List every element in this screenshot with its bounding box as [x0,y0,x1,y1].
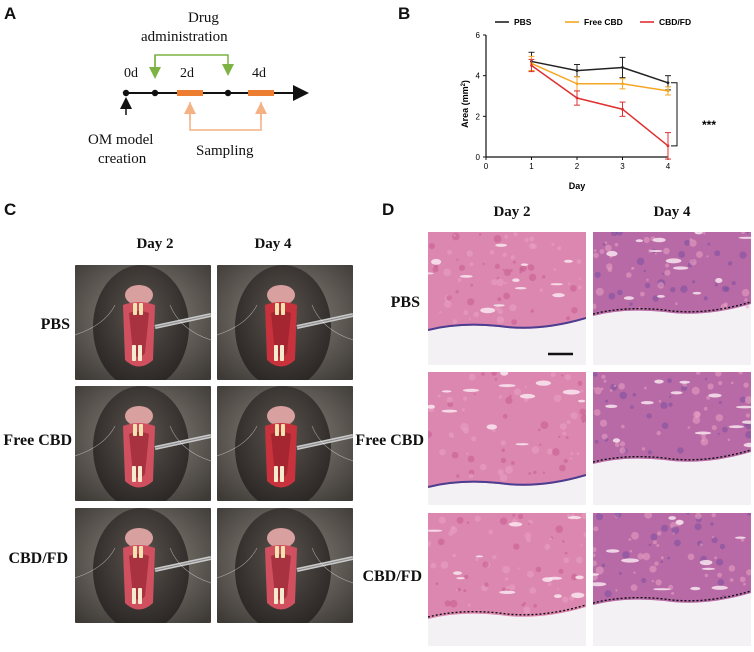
drug-label-line1: Drug [188,10,219,26]
panel-letter-c: C [4,200,17,219]
c-col-label-day4: Day 4 [254,236,292,252]
series-line-0 [531,60,669,84]
photo-row1-col1 [75,265,211,380]
data-point [666,144,670,148]
photo-row2-col1 [75,386,211,501]
y-tick-label: 4 [476,72,481,81]
data-point [575,96,579,100]
area-line-chart: PBS Free CBD CBD/FD 0 2 4 6 0 1 2 3 4 Day Area (mm… [460,17,716,191]
histology-row3-col1 [428,513,586,646]
d-row-label-cbd-fd: CBD/FD [362,568,422,585]
y-tick-label: 2 [476,112,481,121]
photo-row3-col1 [75,508,211,623]
c-row-label-pbs: PBS [40,316,70,333]
x-tick-label: 0 [484,162,489,171]
data-point [575,69,579,72]
sampling-bracket [189,102,262,131]
sampling-label: Sampling [196,143,254,159]
c-col-label-day2: Day 2 [136,236,174,252]
tick-0d: 0d [124,66,138,81]
d-col-label-day4: Day 4 [653,204,691,220]
histology-row1-col1 [428,232,586,365]
histology-row2-col1 [428,372,586,505]
tick-4d: 4d [252,66,266,81]
sampling-bar-day2 [177,90,203,96]
mouse-photo-illustration [75,386,211,501]
mouse-photo-illustration [75,265,211,380]
legend-label-2: CBD/FD [659,17,691,27]
panel-letter-a: A [4,4,17,23]
data-point [666,81,670,85]
he-stain-illustration [593,372,751,505]
he-stain-illustration [428,232,586,365]
data-point [530,64,533,67]
mouse-photo-illustration [75,508,211,623]
om-label-line1: OM model [88,132,154,148]
photo-row2-col2 [217,386,353,501]
legend-label-1: Free CBD [584,17,623,27]
data-point [621,107,624,111]
x-axis-label: Day [569,181,586,191]
data-point [575,82,579,86]
he-stain-illustration [593,513,751,646]
series-line-2 [531,64,669,147]
panel-letter-d: D [382,200,395,219]
y-tick-label: 6 [476,31,481,40]
d-row-label-pbs: PBS [390,294,420,311]
histology-row2-col2 [593,372,751,505]
x-tick-label: 4 [666,162,671,171]
chart-legend: PBS Free CBD CBD/FD [495,17,691,27]
drug-label-line2: administration [141,29,228,45]
mouse-photo-illustration [217,508,353,623]
mouse-photo-illustration [217,386,353,501]
data-point [621,82,624,86]
d-col-label-day2: Day 2 [493,204,531,220]
timeline-dot [122,89,130,97]
panel-letter-b: B [398,4,411,23]
y-axis-label: Area (mm2) [460,80,470,128]
x-tick-label: 2 [575,162,580,171]
tick-2d: 2d [180,66,194,81]
he-stain-illustration [428,372,586,505]
d-row-label-free-cbd: Free CBD [355,432,424,449]
histology-row1-col2 [593,232,751,365]
data-point [666,89,670,93]
data-point [621,66,624,69]
y-tick-label: 0 [476,153,481,162]
timeline-dot [224,89,232,97]
chart-series [528,51,678,160]
photo-row1-col2 [217,265,353,380]
c-row-label-cbd-fd: CBD/FD [8,550,68,567]
histology-row3-col2 [593,513,751,646]
legend-label-0: PBS [514,17,532,27]
significance-bracket [671,82,678,147]
timeline-svg [120,54,309,131]
significance-marker: *** [702,118,716,132]
he-stain-illustration [593,232,751,365]
x-tick-label: 1 [529,162,534,171]
timeline-dot [151,89,159,97]
he-stain-illustration [428,513,586,646]
series-line-1 [531,62,669,92]
chart-axes: 0 2 4 6 0 1 2 3 4 [476,31,671,171]
mouse-photo-illustration [217,265,353,380]
c-row-label-free-cbd: Free CBD [3,432,72,449]
photo-row3-col2 [217,508,353,623]
x-tick-label: 3 [620,162,625,171]
om-label-line2: creation [98,151,147,167]
sampling-bar-day4 [248,90,274,96]
